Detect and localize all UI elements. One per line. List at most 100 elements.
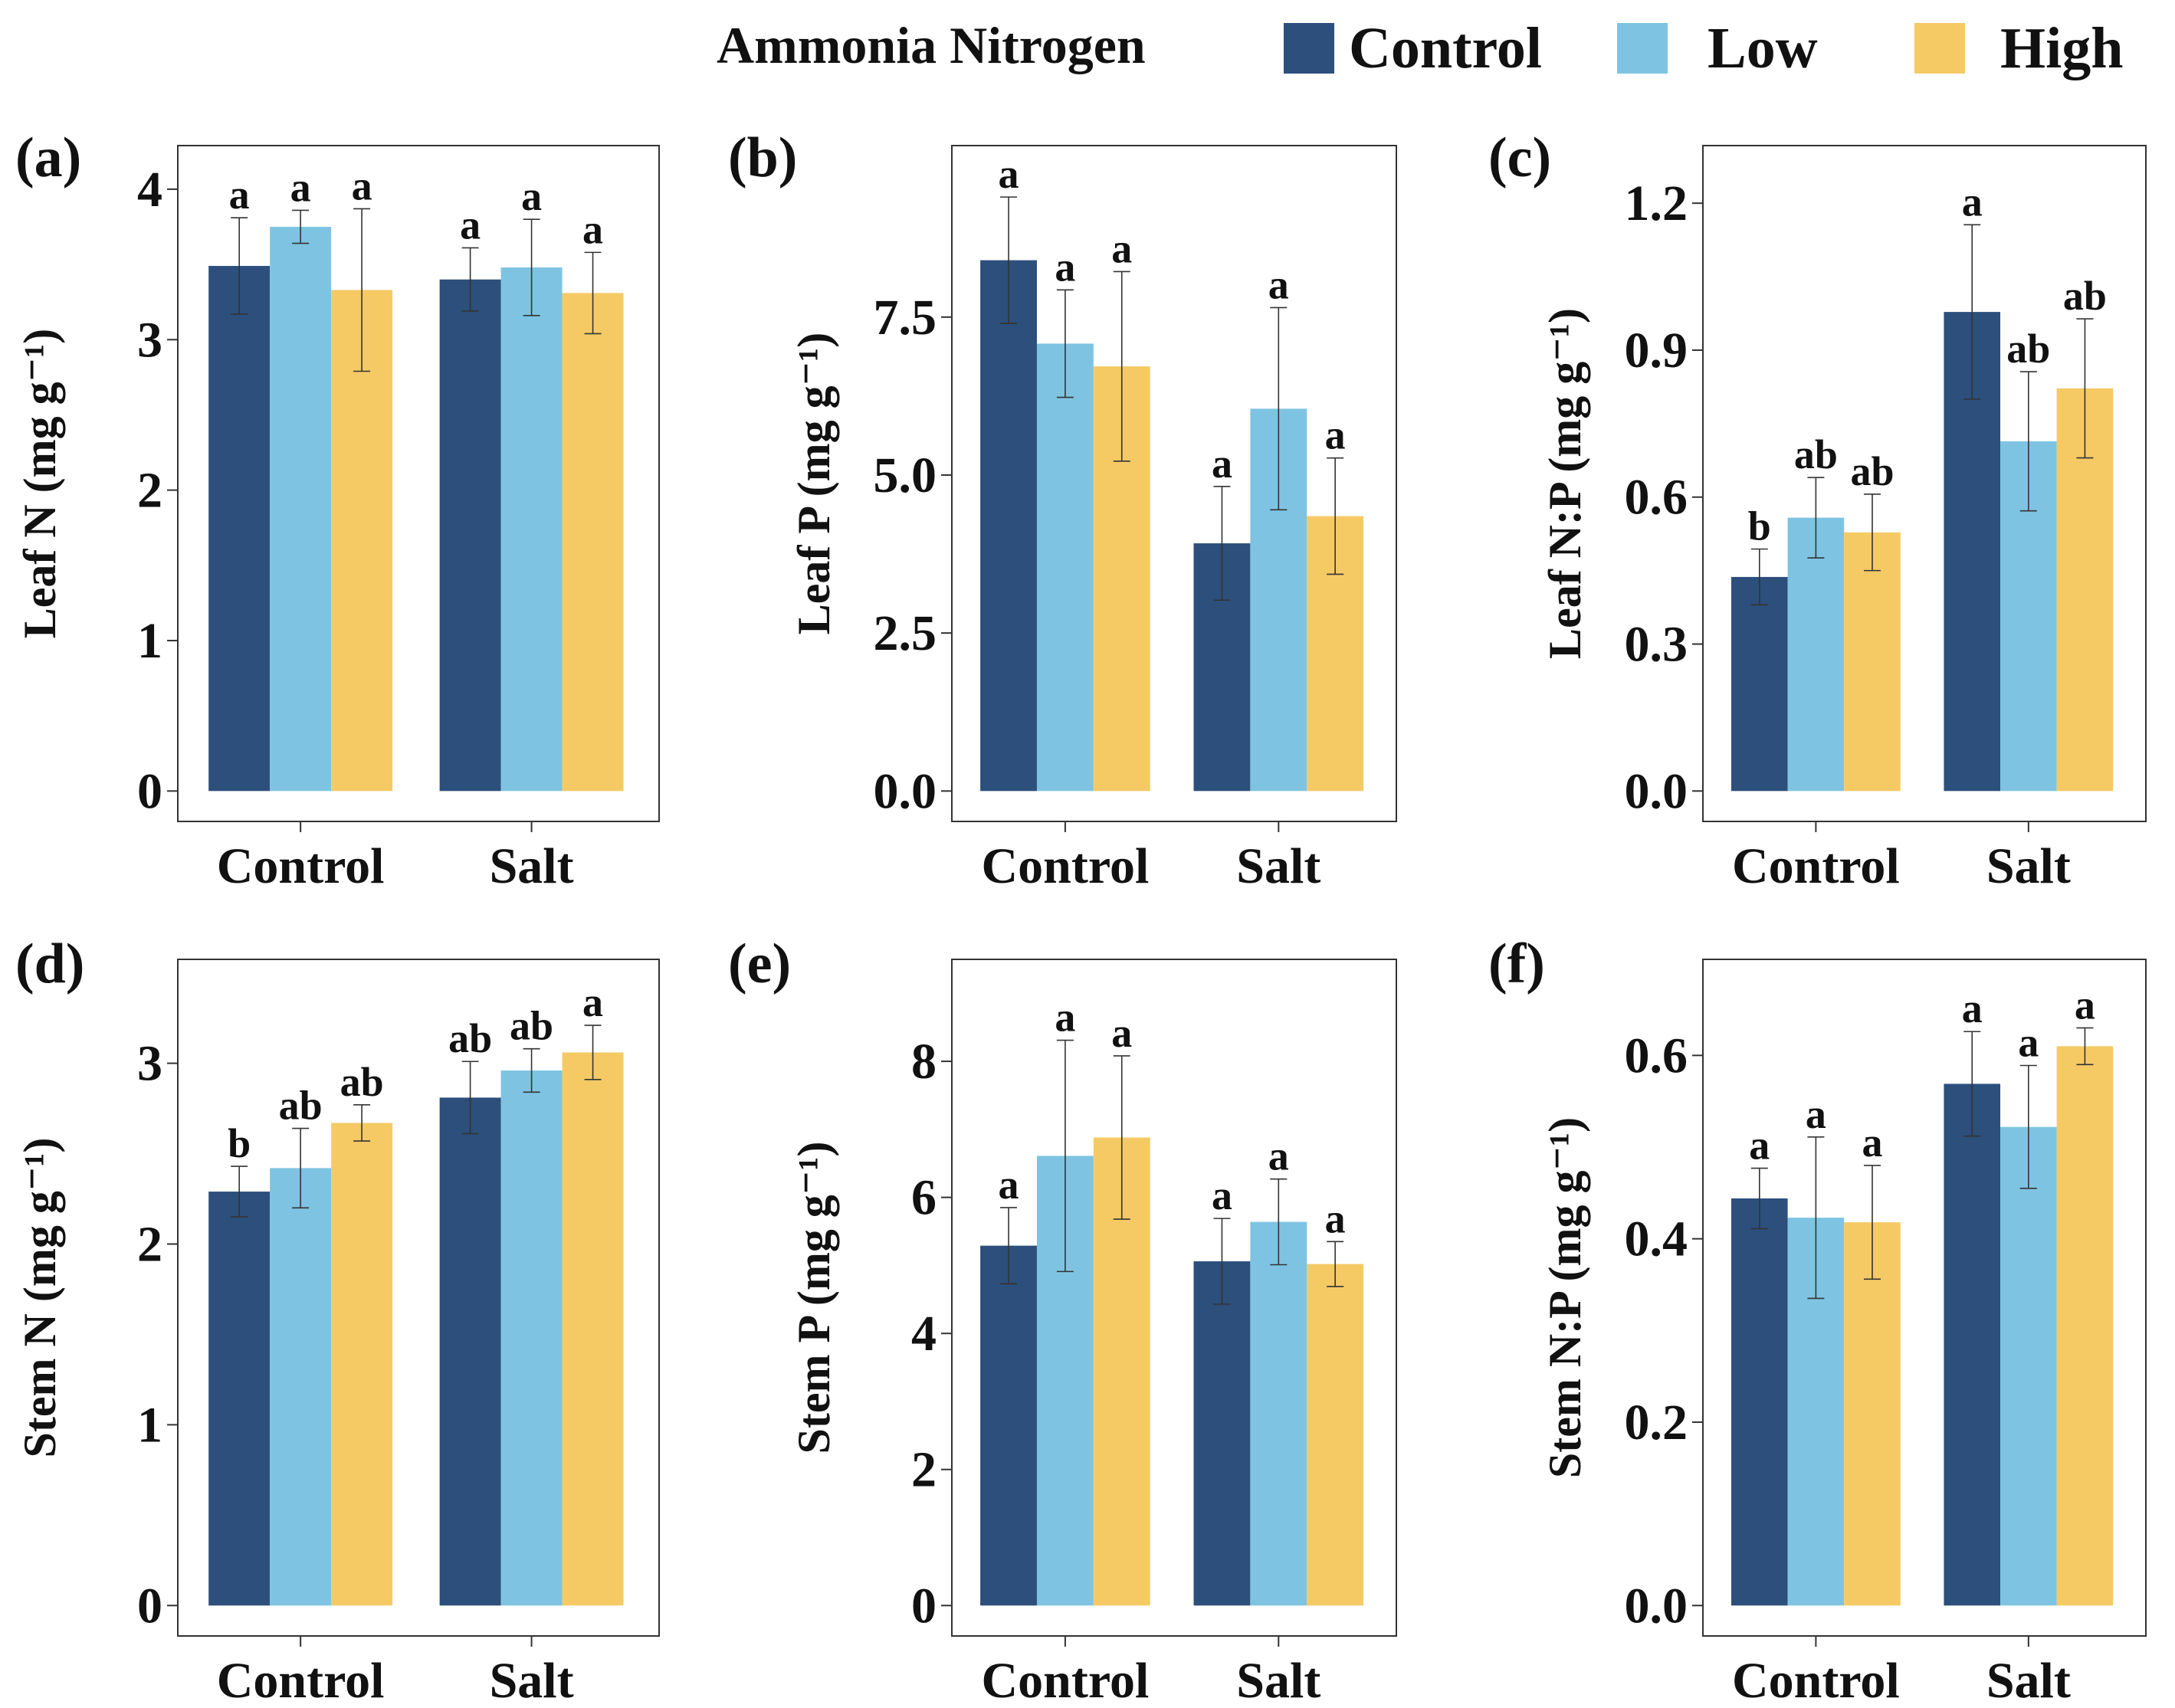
panel-a-significance-letter: a <box>582 206 603 252</box>
panel-b-ytick-label: 5.0 <box>874 447 937 503</box>
panel-e-significance-letter: a <box>1111 1010 1132 1056</box>
panel-f-ytick-label: 0.6 <box>1625 1028 1688 1083</box>
panel-a-bar-salt-control <box>439 279 501 792</box>
panel-b-significance-letter: a <box>1325 412 1346 458</box>
panel-b-label: (b) <box>728 126 797 189</box>
panel-f-bar-control-high <box>1844 1222 1901 1606</box>
panel-e-label: (e) <box>728 933 791 995</box>
panel-d-significance-letter: ab <box>279 1083 323 1129</box>
panel-b-ytick-label: 0.0 <box>874 763 937 819</box>
legend-swatch-high <box>1914 23 1965 74</box>
panel-d-bar-salt-high <box>562 1052 624 1606</box>
panel-d-label: (d) <box>15 933 84 995</box>
panel-b-significance-letter: a <box>1111 225 1132 271</box>
panel-c-significance-letter: ab <box>2063 273 2107 319</box>
panel-e-significance-letter: a <box>1212 1172 1232 1218</box>
panel-a-ytick-label: 1 <box>137 613 162 669</box>
panel-c-ytick-label: 0.6 <box>1625 470 1688 526</box>
panel-d-category-label: Control <box>217 1653 385 1708</box>
panel-e-bar-salt-high <box>1307 1264 1364 1606</box>
panel-b-significance-letter: a <box>999 151 1019 197</box>
panel-d-ytick-label: 3 <box>137 1036 162 1092</box>
panel-a-bar-control-control <box>208 266 271 792</box>
panel-a-significance-letter: a <box>229 172 250 218</box>
panel-e-ytick-label: 6 <box>911 1170 937 1226</box>
panel-f-category-label: Salt <box>1986 1653 2071 1708</box>
panel-e-significance-letter: a <box>999 1162 1019 1208</box>
panel-c-significance-letter: a <box>1962 179 1983 225</box>
panel-f-significance-letter: a <box>1962 985 1983 1031</box>
legend: Ammonia Nitrogen Control Low High <box>717 16 2124 80</box>
panel-d-bar-salt-low <box>500 1070 563 1606</box>
panel-c-bar-control-control <box>1730 576 1788 792</box>
panel-b-significance-letter: a <box>1055 244 1075 290</box>
panel-a-significance-letter: a <box>352 162 372 208</box>
panel-b-ylabel: Leaf P (mg g⁻¹) <box>789 333 839 635</box>
panel-c-significance-letter: ab <box>2006 326 2050 372</box>
panel-d-bar-control-control <box>208 1192 271 1606</box>
panel-e-bar-salt-low <box>1250 1221 1307 1606</box>
panel-e-ylabel: Stem P (mg g⁻¹) <box>789 1142 839 1454</box>
panel-d-significance-letter: b <box>228 1120 251 1166</box>
panel-f-bar-salt-control <box>1944 1083 2001 1606</box>
panel-e-bar-salt-control <box>1193 1261 1251 1606</box>
panel-d-significance-letter: ab <box>448 1015 492 1061</box>
panel-a-ytick-label: 2 <box>137 463 162 519</box>
panel-f-ylabel: Stem N:P (mg g⁻¹) <box>1540 1117 1590 1478</box>
panel-a-bar-control-high <box>331 290 393 792</box>
panel-e-ytick-label: 0 <box>911 1578 937 1634</box>
panel-c-ytick-label: 1.2 <box>1625 175 1688 231</box>
panel-b-significance-letter: a <box>1268 261 1289 307</box>
panel-a-bar-control-low <box>270 226 332 792</box>
panel-a-ytick-label: 0 <box>137 763 162 819</box>
panel-f-ytick-label: 0.0 <box>1625 1578 1688 1634</box>
legend-swatch-control <box>1284 23 1334 74</box>
panel-f-significance-letter: a <box>1806 1091 1826 1137</box>
panel-f-significance-letter: a <box>1749 1123 1770 1169</box>
panel-b-category-label: Salt <box>1236 838 1320 894</box>
panel-d-bar-control-low <box>270 1168 332 1606</box>
panel-c-category-label: Control <box>1732 838 1900 894</box>
panel-b-ytick-label: 7.5 <box>874 290 937 346</box>
legend-title: Ammonia Nitrogen <box>717 16 1146 74</box>
panel-d-significance-letter: ab <box>340 1059 384 1105</box>
panel-a-ytick-label: 4 <box>137 162 162 218</box>
panel-f-label: (f) <box>1488 933 1545 995</box>
panel-b-significance-letter: a <box>1212 441 1232 487</box>
panel-a-significance-letter: a <box>460 202 481 248</box>
panel-c-bar-control-low <box>1787 517 1845 792</box>
panel-c-significance-letter: b <box>1748 503 1771 549</box>
panel-f-significance-letter: a <box>2018 1020 2039 1066</box>
panel-f-bar-control-control <box>1730 1198 1788 1606</box>
panel-f-bar-salt-low <box>2000 1126 2057 1606</box>
legend-label-control: Control <box>1349 16 1542 80</box>
panel-d-ytick-label: 0 <box>137 1578 162 1634</box>
panel-b-category-label: Control <box>982 838 1150 894</box>
panel-f-ytick-label: 0.2 <box>1625 1395 1688 1451</box>
panel-f-significance-letter: a <box>1862 1120 1882 1165</box>
panel-a-significance-letter: a <box>521 173 542 219</box>
panel-e-significance-letter: a <box>1268 1133 1289 1179</box>
panel-a-bar-salt-high <box>562 293 624 792</box>
panel-c-significance-letter: ab <box>1794 431 1838 477</box>
panel-e-bar-control-control <box>980 1245 1037 1606</box>
panel-e-category-label: Control <box>982 1653 1150 1708</box>
panel-c-category-label: Salt <box>1986 838 2071 894</box>
panel-f-significance-letter: a <box>2075 982 2095 1028</box>
panel-c-bar-control-high <box>1844 532 1901 792</box>
panel-a-label: (a) <box>15 126 81 189</box>
panel-a-significance-letter: a <box>290 164 311 210</box>
panel-c-label: (c) <box>1488 126 1551 189</box>
panel-f-bar-salt-high <box>2056 1046 2114 1606</box>
panel-e-ytick-label: 4 <box>911 1306 937 1362</box>
panel-c: (c) 0.0 0.3 0.6 0.9 1.2 Leaf N:P (mg g⁻¹) Contr… <box>1488 126 2147 894</box>
panel-e-significance-letter: a <box>1325 1195 1346 1241</box>
panel-c-ytick-label: 0.3 <box>1625 617 1688 673</box>
panel-c-ytick-label: 0.9 <box>1625 323 1688 379</box>
